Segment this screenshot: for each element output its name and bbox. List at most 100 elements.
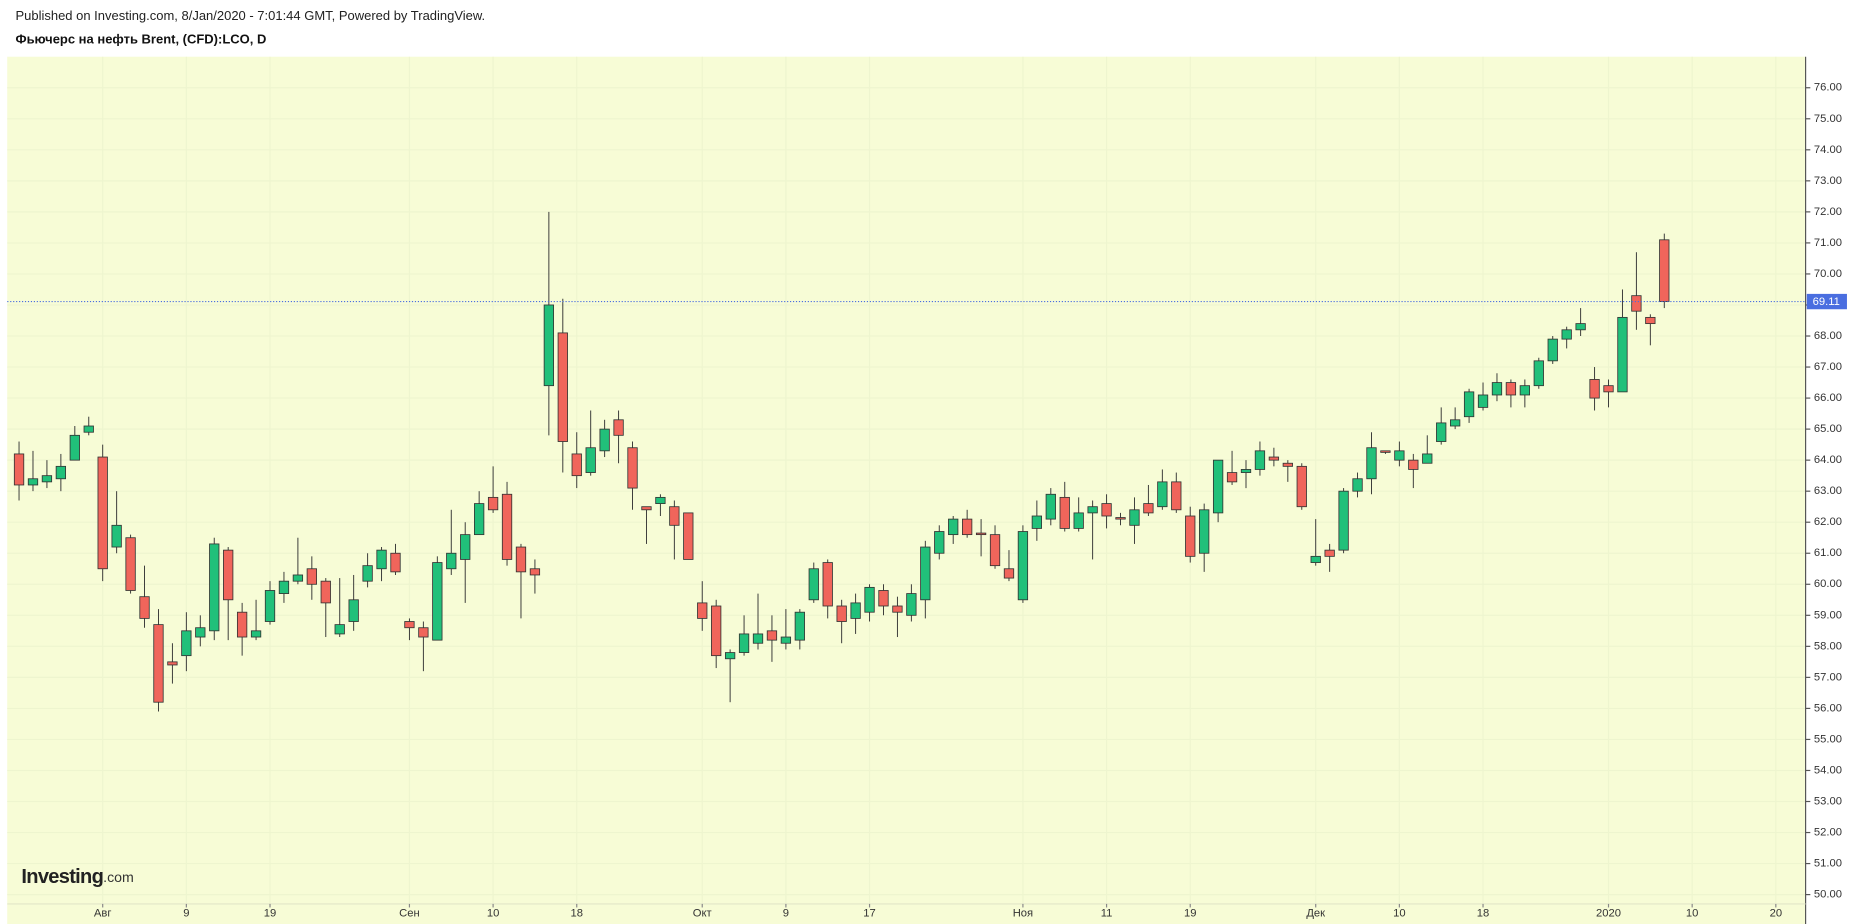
candle-body — [460, 534, 471, 560]
x-tick-label: 11 — [1101, 907, 1113, 919]
candle-body — [1533, 360, 1544, 387]
watermark-brand: Investing — [21, 866, 103, 888]
x-tick-label: Сен — [399, 907, 420, 919]
candle-body — [1310, 555, 1321, 563]
candle-body — [1129, 509, 1140, 526]
candle-body — [41, 475, 53, 483]
candle-body — [1157, 481, 1168, 508]
candle-body — [390, 552, 401, 573]
x-tick-label: 17 — [863, 907, 875, 919]
y-tick-label: 59.00 — [1814, 609, 1842, 621]
candle-body — [962, 518, 973, 536]
x-tick-label: 18 — [1477, 907, 1489, 919]
candle-body — [738, 633, 750, 653]
candle-body — [1505, 382, 1517, 396]
candle-body — [822, 562, 833, 607]
candle-body — [808, 568, 819, 601]
candle-body — [975, 532, 987, 536]
candle-body — [1268, 456, 1280, 461]
candle-body — [1589, 379, 1600, 399]
x-tick-label: 10 — [1686, 907, 1698, 919]
candle-body — [543, 304, 555, 387]
candle-body — [1561, 329, 1572, 340]
y-tick-label: 57.00 — [1814, 671, 1842, 683]
y-tick-label: 63.00 — [1814, 485, 1842, 497]
candle-body — [1380, 450, 1391, 453]
y-tick-label: 74.00 — [1814, 144, 1842, 156]
candle-body — [1408, 459, 1419, 470]
candle-body — [306, 568, 317, 585]
candle-body — [1017, 531, 1029, 601]
candle-body — [474, 503, 485, 536]
grid — [7, 56, 1806, 904]
candle-body — [446, 552, 457, 570]
candle-body — [501, 493, 513, 560]
candle-body — [1073, 512, 1084, 529]
candle-body — [989, 534, 1001, 567]
candle-body — [948, 518, 959, 536]
candle-body — [181, 630, 192, 657]
candle-body — [1199, 509, 1210, 554]
candle-body — [1547, 338, 1558, 362]
x-tick-label: Дек — [1306, 907, 1325, 919]
candle-body — [1226, 472, 1238, 483]
candle-body — [264, 590, 276, 622]
y-tick-label: 66.00 — [1814, 392, 1842, 404]
candle-body — [1282, 462, 1293, 467]
candle-body — [320, 580, 331, 604]
candle-body — [55, 465, 67, 480]
x-tick-label: Окт — [693, 907, 712, 919]
x-tick-label: 10 — [1393, 907, 1405, 919]
y-tick-label: 64.00 — [1814, 454, 1842, 466]
candle-body — [599, 428, 610, 452]
y-tick-label: 60.00 — [1814, 578, 1842, 590]
y-tick-label: 62.00 — [1814, 516, 1842, 528]
candle-body — [250, 630, 262, 638]
candle-body — [83, 425, 94, 433]
y-tick-label: 68.00 — [1814, 330, 1842, 342]
candle-body — [139, 596, 150, 619]
chart-title: Фьючерс на нефть Brent, (CFD):LCO, D — [15, 32, 266, 47]
candle-body — [1463, 391, 1475, 418]
candle-body — [752, 633, 764, 644]
candle-body — [641, 506, 652, 511]
x-tick-label: Ноя — [1013, 907, 1033, 919]
candle-body — [892, 605, 903, 613]
candle-body — [934, 531, 945, 554]
y-tick-label: 75.00 — [1814, 113, 1842, 125]
candle-body — [683, 512, 694, 560]
y-tick-label: 58.00 — [1814, 640, 1842, 652]
y-tick-label: 56.00 — [1814, 702, 1842, 714]
candle-body — [1450, 419, 1461, 427]
candle-body — [111, 524, 122, 548]
candle-body — [1254, 450, 1266, 470]
candle-body — [1338, 490, 1349, 551]
candle-body — [418, 627, 429, 638]
x-tick-label: 18 — [571, 907, 583, 919]
y-tick-label: 55.00 — [1814, 733, 1842, 745]
candle-body — [529, 568, 541, 576]
candle-body — [69, 434, 80, 461]
candle-body — [906, 593, 917, 616]
candle-body — [1003, 568, 1015, 579]
x-axis-background — [7, 903, 1806, 924]
candle-body — [1366, 447, 1377, 480]
candle-body — [1659, 239, 1670, 302]
candle-body — [878, 590, 889, 607]
x-tick-label: 19 — [264, 907, 276, 919]
candle-body — [1296, 465, 1307, 508]
y-tick-label: 73.00 — [1814, 175, 1842, 187]
x-tick-label: 20 — [1770, 907, 1782, 919]
candle-body — [557, 332, 568, 442]
y-tick-label: 70.00 — [1814, 268, 1842, 280]
watermark-suffix: .com — [103, 870, 134, 886]
candle-body — [362, 565, 373, 582]
candle-body — [1212, 459, 1224, 514]
candle-body — [236, 611, 248, 638]
candle-body — [278, 580, 290, 594]
candle-body — [1101, 503, 1112, 517]
x-tick-label: 2020 — [1596, 907, 1621, 919]
candle-body — [209, 543, 220, 632]
candle-body — [13, 453, 25, 486]
